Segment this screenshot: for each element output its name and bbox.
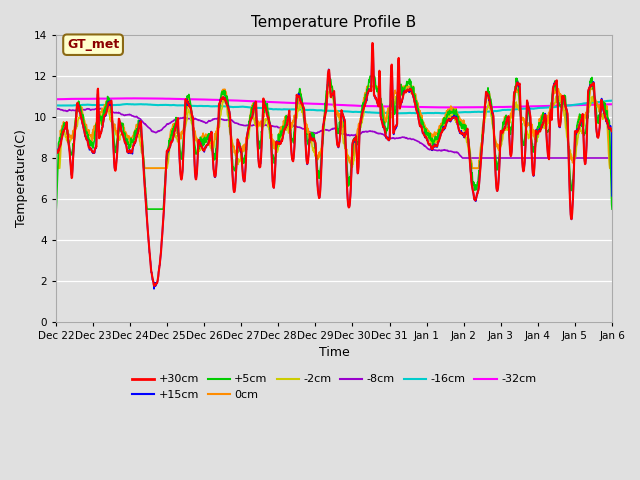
-2cm bbox=[364, 84, 372, 89]
+30cm bbox=[608, 128, 616, 134]
+15cm bbox=[369, 42, 376, 48]
Line: -16cm: -16cm bbox=[56, 101, 612, 113]
0cm bbox=[608, 165, 616, 171]
Line: 0cm: 0cm bbox=[56, 86, 612, 168]
+30cm bbox=[494, 187, 502, 192]
-16cm bbox=[238, 104, 246, 109]
-2cm bbox=[162, 165, 170, 171]
Legend: +30cm, +15cm, +5cm, 0cm, -2cm, -8cm, -16cm, -32cm: +30cm, +15cm, +5cm, 0cm, -2cm, -8cm, -16… bbox=[127, 370, 541, 405]
+15cm bbox=[163, 155, 170, 161]
-16cm bbox=[417, 110, 424, 116]
+30cm bbox=[421, 133, 429, 139]
-8cm bbox=[608, 155, 616, 161]
-32cm bbox=[238, 98, 246, 104]
Line: -8cm: -8cm bbox=[56, 108, 612, 158]
+5cm bbox=[366, 73, 374, 79]
-8cm bbox=[420, 143, 428, 148]
Title: Temperature Profile B: Temperature Profile B bbox=[252, 15, 417, 30]
Line: -32cm: -32cm bbox=[56, 98, 612, 108]
0cm bbox=[162, 165, 170, 171]
-32cm bbox=[494, 104, 502, 110]
-8cm bbox=[238, 122, 246, 128]
-2cm bbox=[52, 165, 60, 171]
+30cm bbox=[150, 283, 158, 289]
-16cm bbox=[608, 98, 616, 104]
Line: +15cm: +15cm bbox=[56, 45, 612, 289]
-32cm bbox=[420, 104, 428, 110]
-2cm bbox=[493, 144, 501, 150]
+15cm bbox=[421, 134, 429, 140]
0cm bbox=[176, 135, 184, 141]
-32cm bbox=[130, 96, 138, 101]
+5cm bbox=[238, 151, 246, 156]
+30cm bbox=[543, 137, 550, 143]
+5cm bbox=[176, 141, 184, 146]
+15cm bbox=[608, 193, 616, 199]
0cm bbox=[238, 144, 246, 150]
-8cm bbox=[494, 155, 502, 161]
+15cm bbox=[494, 187, 502, 192]
+15cm bbox=[52, 207, 60, 213]
0cm bbox=[52, 165, 60, 171]
0cm bbox=[543, 120, 550, 125]
-32cm bbox=[52, 96, 60, 102]
-8cm bbox=[163, 122, 170, 128]
+15cm bbox=[238, 162, 246, 168]
-2cm bbox=[238, 153, 246, 159]
-2cm bbox=[176, 137, 184, 143]
0cm bbox=[493, 144, 501, 150]
-8cm bbox=[543, 155, 550, 161]
+15cm bbox=[150, 286, 158, 292]
+30cm bbox=[369, 40, 376, 46]
-32cm bbox=[543, 103, 550, 109]
+5cm bbox=[493, 165, 501, 170]
+5cm bbox=[162, 165, 170, 171]
-16cm bbox=[608, 98, 616, 104]
X-axis label: Time: Time bbox=[319, 346, 349, 359]
0cm bbox=[420, 122, 428, 128]
+5cm bbox=[420, 126, 428, 132]
-2cm bbox=[608, 165, 616, 171]
-8cm bbox=[176, 116, 184, 121]
+5cm bbox=[543, 128, 550, 134]
-8cm bbox=[459, 155, 467, 161]
-32cm bbox=[176, 96, 184, 102]
+30cm bbox=[238, 163, 246, 168]
+30cm bbox=[176, 163, 184, 168]
-32cm bbox=[608, 101, 616, 107]
-16cm bbox=[162, 102, 170, 108]
+30cm bbox=[52, 149, 60, 155]
-32cm bbox=[440, 105, 448, 110]
0cm bbox=[324, 84, 332, 89]
-16cm bbox=[420, 110, 428, 116]
-2cm bbox=[543, 125, 550, 131]
+30cm bbox=[163, 157, 170, 163]
+5cm bbox=[52, 206, 60, 212]
-8cm bbox=[52, 106, 60, 111]
Line: -2cm: -2cm bbox=[56, 86, 612, 168]
-16cm bbox=[176, 102, 184, 108]
-2cm bbox=[420, 128, 428, 133]
-16cm bbox=[493, 108, 501, 114]
Line: +5cm: +5cm bbox=[56, 76, 612, 209]
+5cm bbox=[608, 206, 616, 212]
-8cm bbox=[52, 106, 60, 111]
Y-axis label: Temperature(C): Temperature(C) bbox=[15, 130, 28, 228]
Line: +30cm: +30cm bbox=[56, 43, 612, 286]
+15cm bbox=[543, 137, 550, 143]
-32cm bbox=[163, 96, 170, 102]
-16cm bbox=[52, 103, 60, 108]
-16cm bbox=[543, 105, 550, 110]
Text: GT_met: GT_met bbox=[67, 38, 119, 51]
+15cm bbox=[176, 163, 184, 169]
